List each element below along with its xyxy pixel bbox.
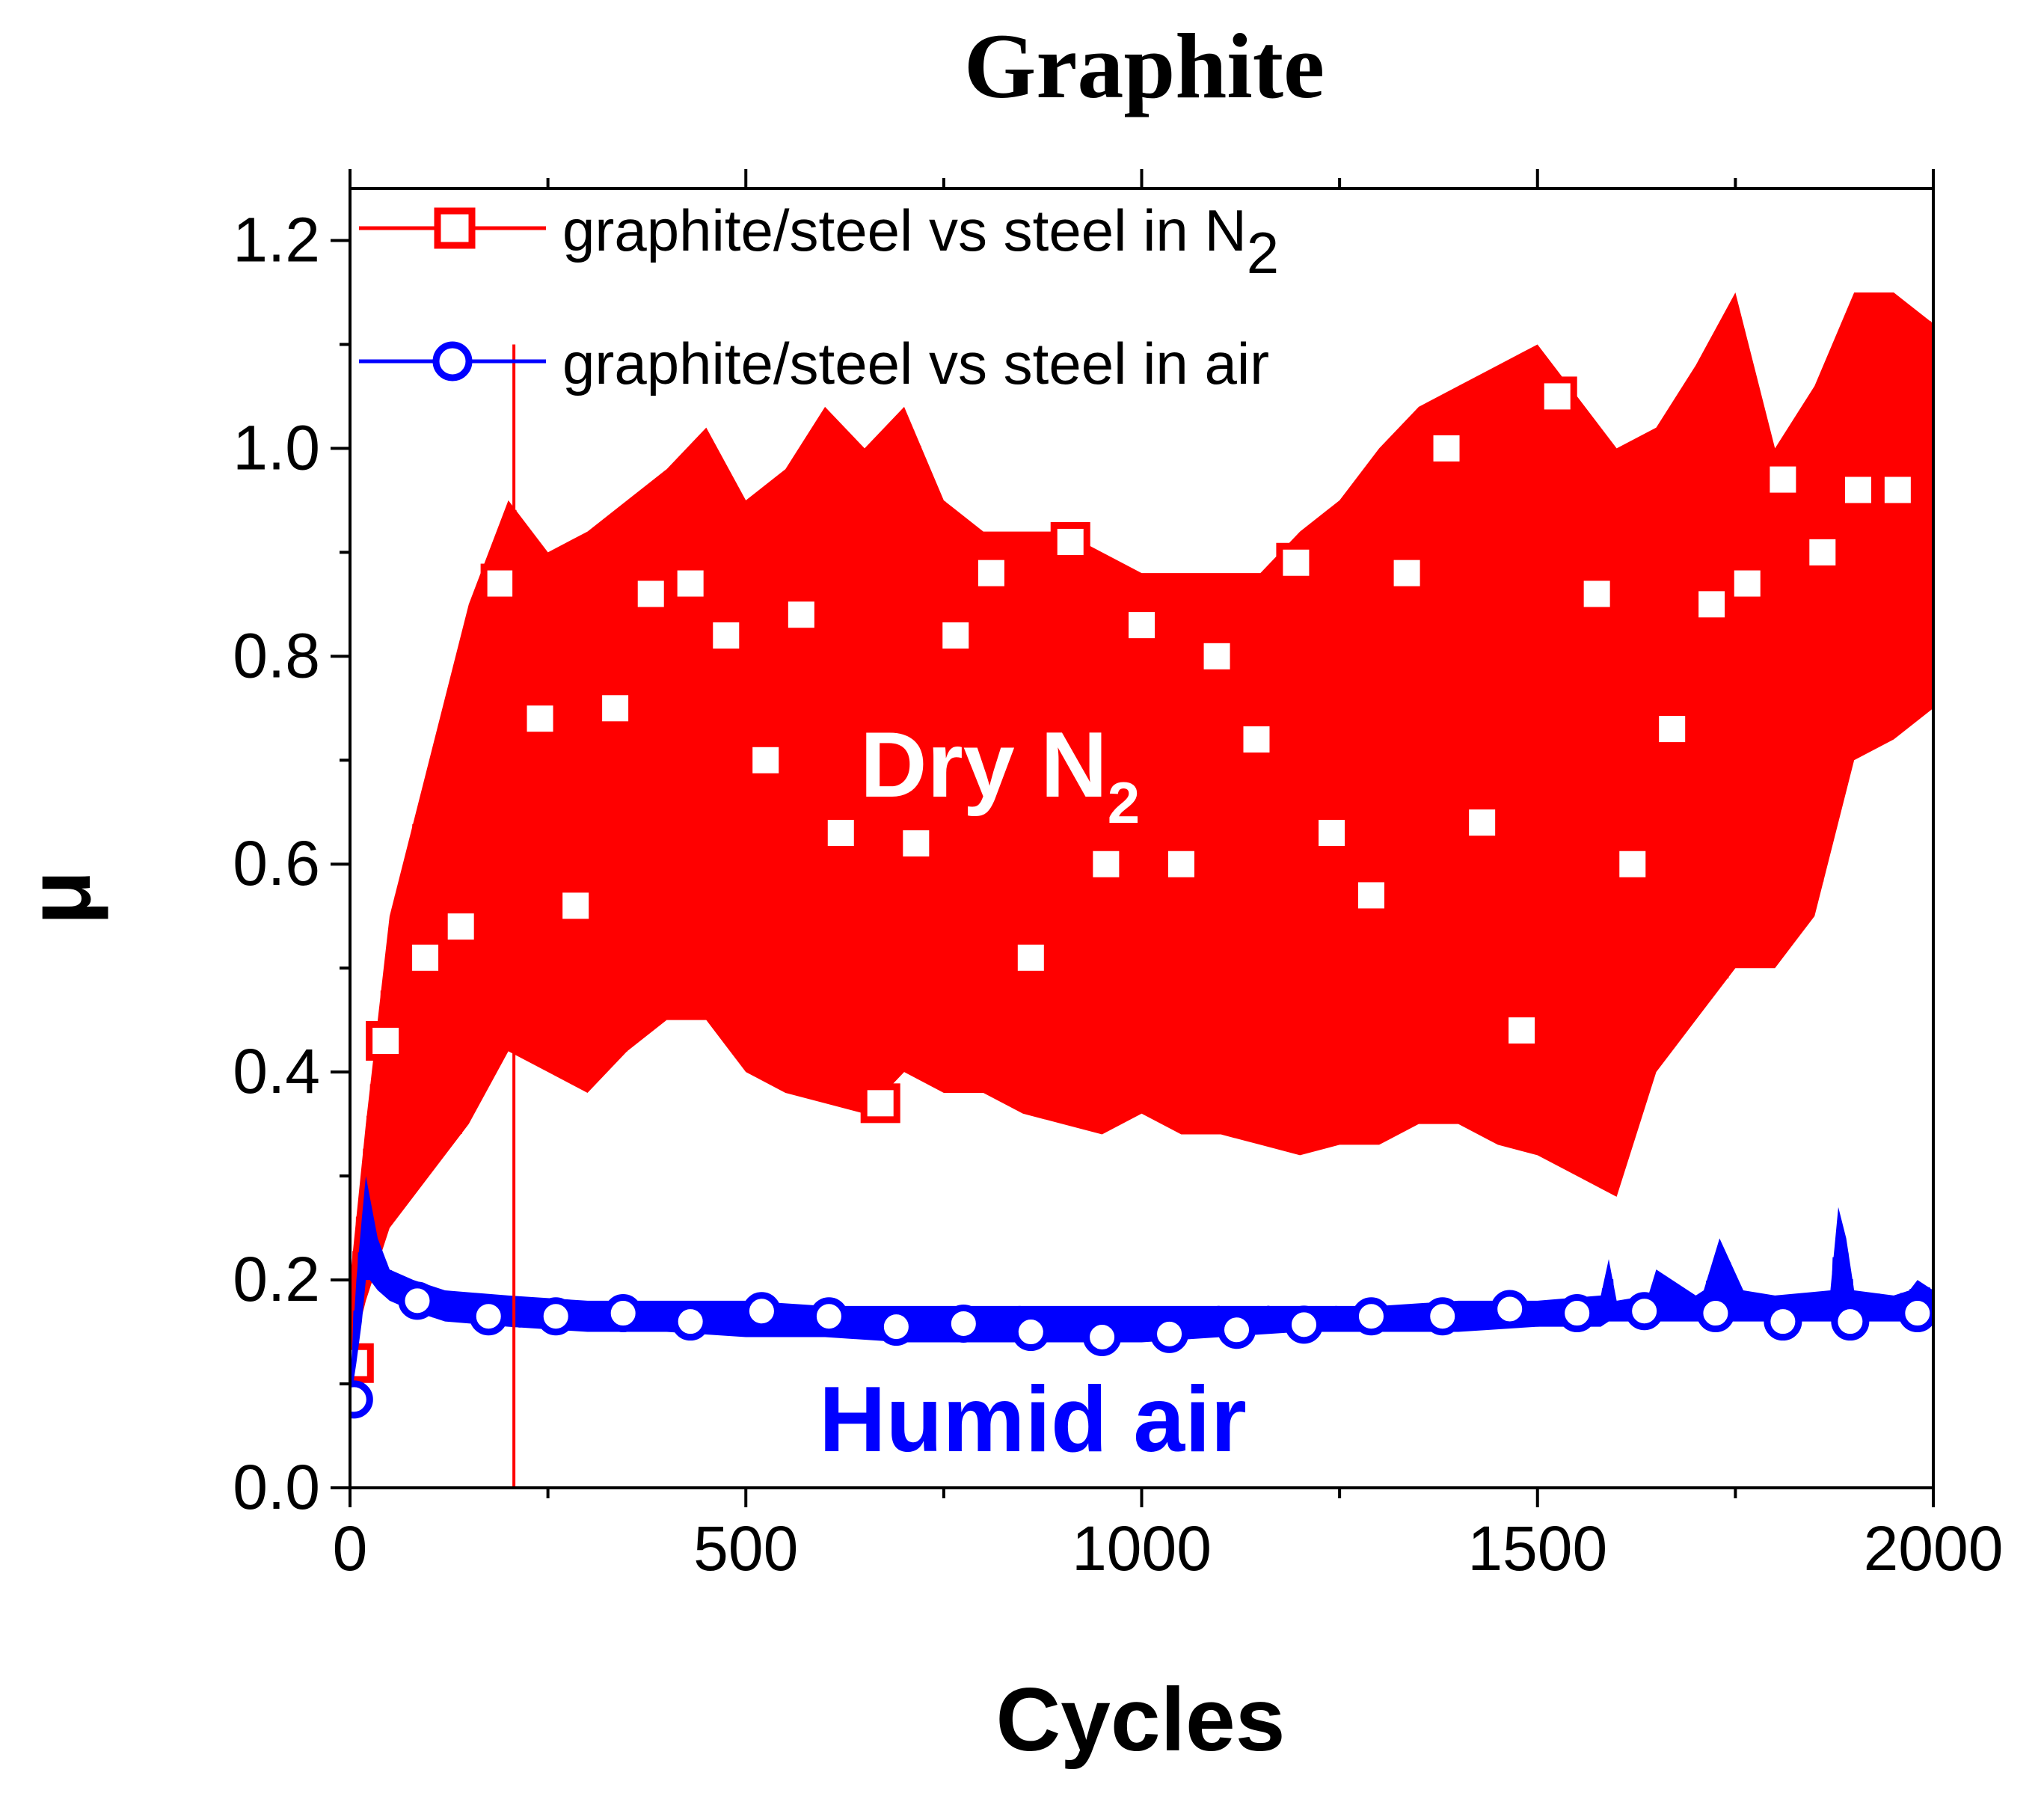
x-axis-label: Cycles [996,1670,1286,1770]
data-point-air [944,1304,983,1343]
data-point-n2 [630,574,671,614]
data-point-n2 [405,937,446,978]
annotation-dry-n2: Dry N2 [860,714,1140,836]
data-point-n2 [595,688,636,729]
legend: graphite/steel vs steel in N2 graphite/s… [359,197,1279,396]
data-point-air [1696,1294,1735,1333]
y-tick-label: 0.0 [233,1452,320,1522]
legend-label-air: graphite/steel vs steel in air [562,331,1269,396]
data-point-n2 [1763,459,1803,500]
y-tick-label: 0.2 [233,1244,320,1314]
data-point-air [742,1292,781,1331]
data-point-air [1284,1305,1323,1344]
data-point-n2 [1727,563,1767,604]
data-point-n2 [1236,719,1277,759]
data-point-air [1764,1302,1802,1341]
y-tick-label: 0.6 [233,828,320,898]
data-point-air [1898,1294,1933,1333]
data-point-n2 [1426,428,1467,468]
data-point-n2 [670,563,711,604]
chart-title: Graphite [964,15,1325,117]
y-tick-label: 1.0 [233,412,320,482]
x-tick-label: 1500 [1467,1513,1607,1584]
data-point-air [671,1302,710,1341]
data-point-n2 [1312,813,1352,854]
y-axis-label: μ [9,870,109,925]
data-point-air [1625,1292,1664,1331]
data-point-air [1423,1297,1462,1336]
series-line-1 [350,1198,1933,1389]
data-point-n2 [1010,937,1051,978]
data-point-n2 [1502,1011,1542,1051]
data-point-n2 [1161,844,1201,884]
data-point-n2 [366,1020,406,1061]
data-point-air [604,1294,642,1333]
axes: 0.0 0.2 0.4 0.6 0.8 1.0 1.2 0 500 1000 1500 2000 [233,169,2003,1584]
data-point-air [1491,1290,1529,1328]
data-point-n2 [860,1083,900,1124]
data-point-n2 [520,699,560,739]
data-point-n2 [1086,844,1126,884]
data-point-n2 [1652,709,1692,750]
data-point-n2 [1537,376,1577,417]
data-point-n2 [896,823,936,863]
data-point-n2 [706,616,746,656]
data-point-air [1083,1318,1122,1357]
data-point-n2 [1877,470,1918,510]
data-point-air [1558,1294,1597,1333]
data-point-air [398,1281,437,1320]
data-point-n2 [971,553,1011,593]
data-point-n2 [1122,605,1161,646]
data-point-air [1011,1313,1050,1352]
data-point-air [1150,1314,1189,1353]
data-point-n2 [480,563,521,604]
data-point-n2 [820,813,861,854]
data-point-n2 [1692,584,1732,625]
data-point-n2 [1276,542,1316,583]
data-point-n2 [1577,574,1617,614]
data-point-n2 [441,907,481,947]
data-point-n2 [746,740,786,780]
y-tick-label: 0.8 [233,620,320,690]
data-point-n2 [936,616,976,656]
data-point-air [809,1297,848,1336]
data-point-n2 [556,886,596,926]
data-point-air [1831,1302,1870,1341]
data-point-air [536,1297,575,1336]
data-point-air [877,1308,915,1346]
legend-entry-air: graphite/steel vs steel in air [359,331,1269,396]
x-tick-label: 500 [693,1513,798,1584]
data-point-n2 [1802,532,1843,572]
y-tick-label: 1.2 [233,204,320,275]
x-tick-label: 0 [333,1513,368,1584]
plot-area [349,187,1935,1489]
y-tick-label: 0.4 [233,1036,320,1106]
legend-entry-n2: graphite/steel vs steel in N2 [359,197,1279,286]
legend-label-n2: graphite/steel vs steel in N2 [562,197,1279,286]
data-point-air [350,1380,373,1419]
data-point-n2 [1612,844,1653,884]
data-point-n2 [1351,875,1391,916]
annotation-humid-air: Humid air [819,1368,1247,1471]
data-point-air [1218,1311,1256,1349]
data-point-n2 [1050,521,1090,562]
data-point-n2 [1197,636,1237,676]
legend-circle-marker-icon [432,341,473,381]
data-point-air [1351,1297,1390,1336]
x-tick-label: 1000 [1072,1513,1212,1584]
x-tick-label: 2000 [1864,1513,2004,1584]
data-point-air [469,1297,508,1336]
data-point-n2 [1838,470,1878,510]
data-point-n2 [1387,553,1427,593]
legend-square-marker-icon [434,207,476,249]
data-point-n2 [1462,803,1503,843]
data-point-n2 [781,595,821,635]
